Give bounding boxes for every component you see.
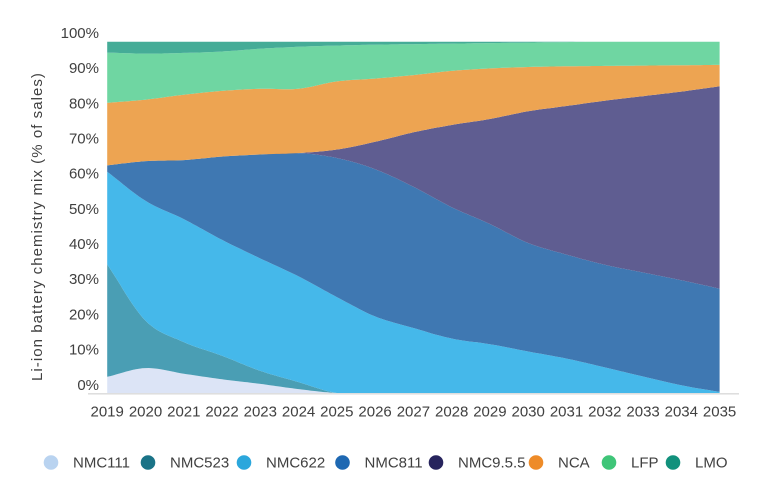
svg-text:50%: 50% [69, 201, 99, 218]
svg-text:100%: 100% [61, 25, 99, 42]
svg-text:20%: 20% [69, 306, 99, 323]
svg-text:2019: 2019 [91, 404, 124, 421]
svg-text:30%: 30% [69, 271, 99, 288]
svg-text:2027: 2027 [397, 404, 430, 421]
svg-text:2026: 2026 [358, 404, 391, 421]
svg-text:70%: 70% [69, 131, 99, 148]
svg-text:Li-ion battery chemistry mix (: Li-ion battery chemistry mix (% of sales… [29, 72, 46, 381]
svg-text:LMO: LMO [695, 455, 728, 472]
svg-text:2028: 2028 [435, 404, 468, 421]
svg-text:2020: 2020 [129, 404, 162, 421]
svg-text:NMC811: NMC811 [365, 455, 423, 472]
svg-text:NMC9.5.5: NMC9.5.5 [458, 455, 526, 472]
svg-text:60%: 60% [69, 166, 99, 183]
svg-text:NCA: NCA [558, 455, 590, 472]
svg-text:NMC111: NMC111 [73, 455, 130, 472]
svg-text:2030: 2030 [512, 404, 545, 421]
svg-text:0%: 0% [77, 377, 99, 394]
svg-text:2025: 2025 [320, 404, 353, 421]
svg-text:40%: 40% [69, 236, 99, 253]
svg-text:NMC622: NMC622 [266, 455, 325, 472]
svg-text:2035: 2035 [703, 404, 736, 421]
svg-text:LFP: LFP [631, 455, 659, 472]
svg-text:2021: 2021 [167, 404, 200, 421]
svg-text:NMC523: NMC523 [170, 455, 229, 472]
svg-text:2023: 2023 [244, 404, 277, 421]
svg-text:10%: 10% [69, 342, 99, 359]
svg-text:2032: 2032 [588, 404, 621, 421]
svg-text:2034: 2034 [665, 404, 698, 421]
svg-text:2029: 2029 [473, 404, 506, 421]
svg-text:80%: 80% [69, 95, 99, 112]
svg-text:2033: 2033 [626, 404, 659, 421]
svg-text:2022: 2022 [205, 404, 238, 421]
svg-text:90%: 90% [69, 60, 99, 77]
svg-text:2024: 2024 [282, 404, 315, 421]
svg-text:2031: 2031 [550, 404, 583, 421]
